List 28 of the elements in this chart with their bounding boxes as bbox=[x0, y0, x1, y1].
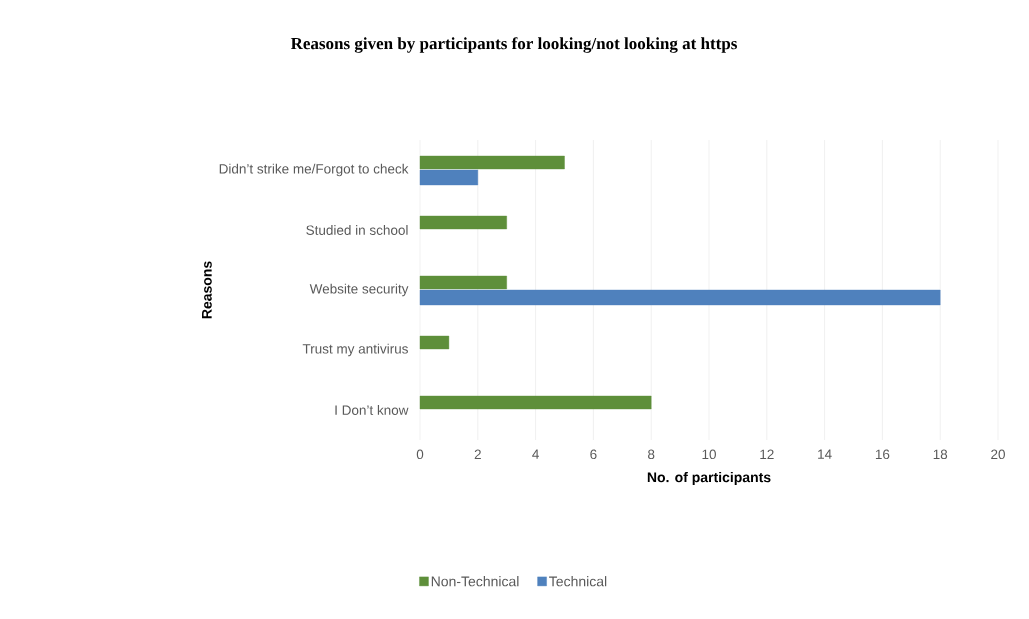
x-tick-label: 16 bbox=[875, 449, 890, 460]
y-tick-label: Didn’t strike me/Forgot to check bbox=[219, 163, 409, 177]
bar bbox=[419, 275, 507, 290]
bar bbox=[419, 289, 941, 306]
bar bbox=[419, 335, 450, 350]
x-tick-label: 14 bbox=[818, 449, 832, 459]
x-tick-label: 10 bbox=[702, 449, 716, 460]
x-tick-label: 20 bbox=[991, 449, 1005, 460]
y-tick-label: Trust my antivirus bbox=[302, 343, 408, 357]
x-tick-label: 18 bbox=[933, 449, 948, 460]
y-tick-label: I Don’t know bbox=[335, 405, 409, 415]
x-tick-label: 8 bbox=[648, 449, 655, 460]
x-tick-label: 2 bbox=[474, 449, 481, 459]
x-tick-label: 6 bbox=[590, 449, 597, 460]
x-tick-label: 12 bbox=[760, 449, 774, 459]
bar bbox=[419, 169, 478, 186]
chart-title: Reasons given by participants for looking/not looking at https bbox=[290, 37, 737, 53]
y-axis-title: Reasons bbox=[202, 261, 212, 319]
x-axis-title: No. of participants bbox=[647, 471, 771, 485]
legend-label: Technical bbox=[549, 576, 607, 587]
legend-label: Non-Technical bbox=[431, 576, 519, 587]
x-tick-label: 4 bbox=[532, 449, 539, 459]
bar bbox=[419, 395, 652, 410]
bar bbox=[419, 155, 565, 170]
y-tick-label: Studied in school bbox=[306, 225, 408, 235]
bar bbox=[419, 215, 507, 230]
x-tick-label: 0 bbox=[416, 449, 424, 460]
y-tick-label: Website security bbox=[309, 283, 409, 297]
